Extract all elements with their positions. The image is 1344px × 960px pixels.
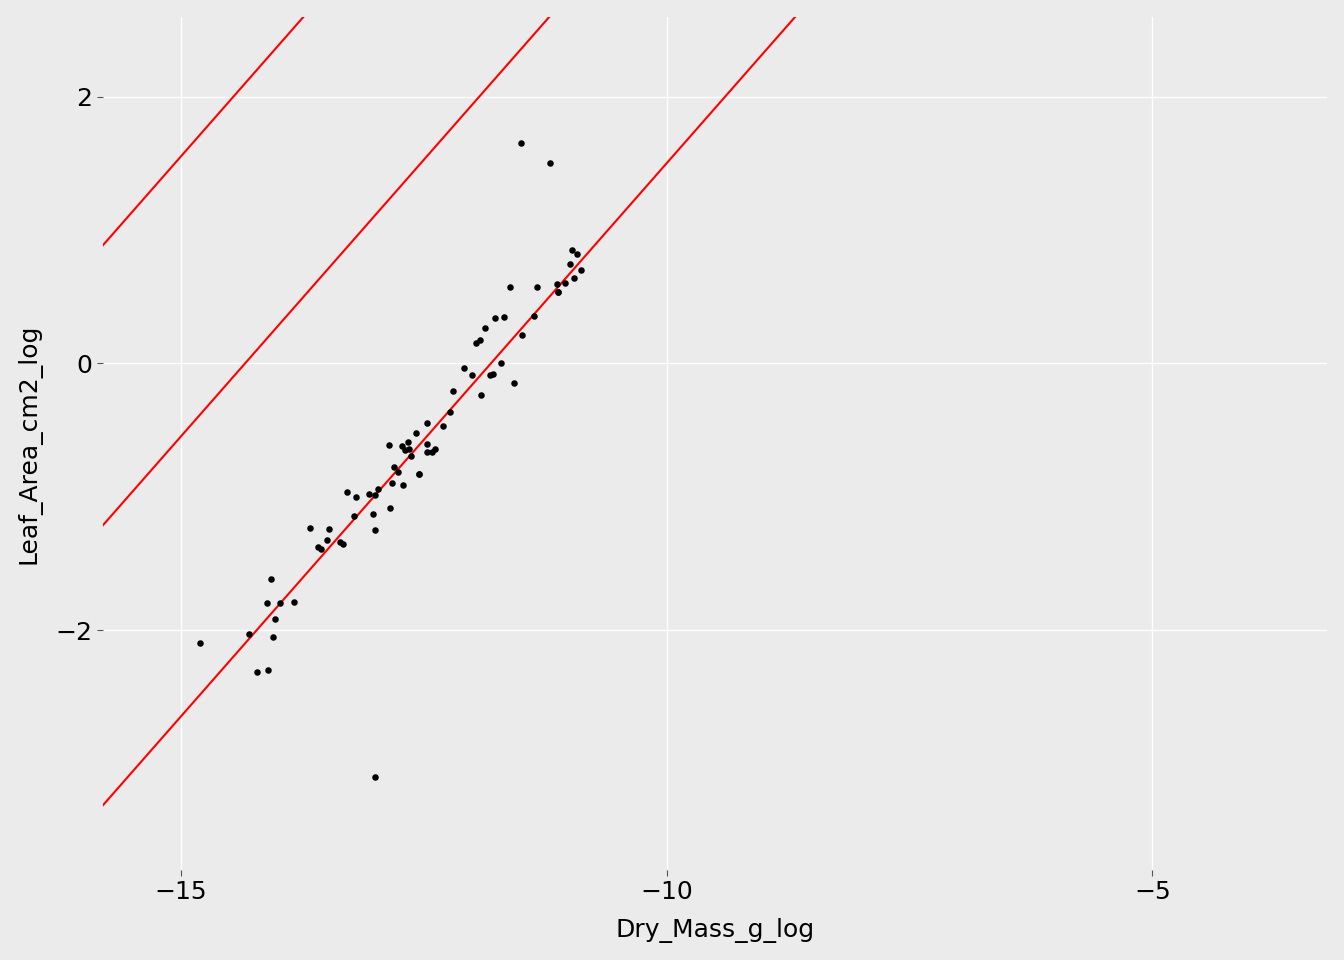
Point [493,310,515,325]
Point [539,156,560,171]
Point [319,521,340,537]
Point [484,310,505,325]
Point [300,520,321,536]
Point [269,595,290,611]
Point [433,418,454,433]
Point [559,256,581,272]
Point [399,442,421,457]
Point [469,332,491,348]
Point [367,481,388,496]
Point [246,664,267,680]
Point [527,279,548,295]
Point [396,434,418,449]
Point [454,360,476,375]
Point [329,535,351,550]
Point [345,489,367,504]
Point [238,627,259,642]
X-axis label: Dry_Mass_g_log: Dry_Mass_g_log [616,919,814,944]
Point [394,442,415,457]
Point [417,444,438,459]
Point [284,594,305,610]
Point [480,367,501,382]
Point [364,523,386,539]
Point [332,536,353,551]
Point [257,595,278,611]
Point [316,533,337,548]
Point [415,416,437,431]
Point [383,459,405,474]
Point [336,484,358,499]
Point [566,246,587,261]
Point [391,439,413,454]
Point [382,475,403,491]
Point [379,438,401,453]
Point [263,611,285,626]
Point [482,367,504,382]
Point [442,383,464,398]
Point [421,444,442,460]
Point [547,284,569,300]
Point [358,486,379,501]
Point [439,404,461,420]
Point [401,448,422,464]
Point [555,276,577,291]
Point [258,662,280,678]
Point [364,769,386,784]
Point [363,506,384,521]
Point [461,368,482,383]
Point [364,488,386,503]
Point [379,500,401,516]
Point [417,436,438,451]
Point [523,308,544,324]
Point [563,271,585,286]
Point [547,284,569,300]
Point [409,467,430,482]
Y-axis label: Leaf_Area_cm2_log: Leaf_Area_cm2_log [16,324,42,564]
Point [343,509,364,524]
Point [465,336,487,351]
Point [503,375,524,391]
Point [571,262,593,277]
Point [392,477,414,492]
Point [425,442,446,457]
Point [500,279,521,295]
Point [546,276,567,292]
Point [387,464,409,479]
Point [262,629,284,644]
Point [470,387,492,402]
Point [511,327,532,343]
Point [409,467,430,482]
Point [405,425,426,441]
Point [560,242,582,257]
Point [190,636,211,651]
Point [511,135,532,151]
Point [474,320,496,335]
Point [310,540,332,556]
Point [308,539,329,554]
Point [261,571,282,587]
Point [491,355,512,371]
